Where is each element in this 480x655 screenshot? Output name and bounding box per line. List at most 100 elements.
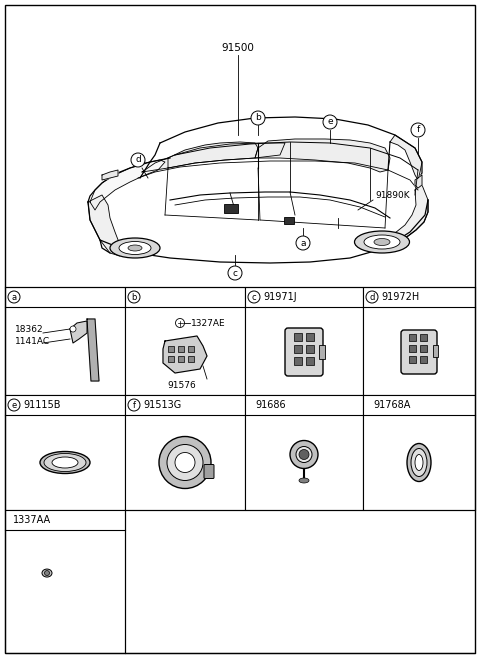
Polygon shape xyxy=(163,336,207,373)
Circle shape xyxy=(70,326,76,332)
Ellipse shape xyxy=(52,457,78,468)
Bar xyxy=(409,334,416,341)
Bar xyxy=(306,333,314,341)
Polygon shape xyxy=(88,195,120,256)
Ellipse shape xyxy=(411,449,427,476)
Bar xyxy=(125,287,245,395)
Bar xyxy=(245,395,363,510)
Text: e: e xyxy=(12,400,17,409)
Text: c: c xyxy=(252,293,256,301)
Text: 91890K: 91890K xyxy=(375,191,409,200)
Text: 91971J: 91971J xyxy=(263,292,297,302)
Bar xyxy=(168,356,174,362)
Text: e: e xyxy=(327,117,333,126)
FancyBboxPatch shape xyxy=(285,328,323,376)
Bar xyxy=(188,346,194,352)
Polygon shape xyxy=(168,142,258,168)
Bar xyxy=(5,510,125,653)
Polygon shape xyxy=(87,319,99,381)
Circle shape xyxy=(299,449,309,460)
Circle shape xyxy=(296,236,310,250)
Polygon shape xyxy=(390,135,422,180)
Ellipse shape xyxy=(415,455,423,470)
Text: 91500: 91500 xyxy=(222,43,254,53)
Circle shape xyxy=(128,399,140,411)
Ellipse shape xyxy=(128,245,142,251)
Polygon shape xyxy=(88,130,428,263)
Bar xyxy=(245,287,363,395)
Ellipse shape xyxy=(175,453,195,472)
Bar xyxy=(363,287,475,395)
Polygon shape xyxy=(142,143,285,172)
Bar xyxy=(409,356,416,363)
Bar xyxy=(188,356,194,362)
Text: f: f xyxy=(416,126,420,134)
Circle shape xyxy=(323,115,337,129)
Circle shape xyxy=(8,291,20,303)
Text: 91115B: 91115B xyxy=(23,400,60,410)
Ellipse shape xyxy=(167,445,203,481)
Ellipse shape xyxy=(159,436,211,489)
Ellipse shape xyxy=(364,235,400,249)
Bar xyxy=(125,395,245,510)
Ellipse shape xyxy=(40,451,90,474)
Text: 91768A: 91768A xyxy=(373,400,410,410)
Bar xyxy=(420,345,427,352)
Polygon shape xyxy=(90,160,165,210)
Text: b: b xyxy=(255,113,261,122)
Bar xyxy=(284,217,294,224)
Bar xyxy=(224,204,238,213)
Bar xyxy=(420,356,427,363)
Ellipse shape xyxy=(110,238,160,258)
Polygon shape xyxy=(70,321,87,343)
Bar xyxy=(178,346,184,352)
Ellipse shape xyxy=(44,453,86,472)
Text: b: b xyxy=(132,293,137,301)
Ellipse shape xyxy=(119,242,151,255)
Circle shape xyxy=(131,153,145,167)
Circle shape xyxy=(8,399,20,411)
Bar xyxy=(168,346,174,352)
Polygon shape xyxy=(385,185,428,248)
FancyBboxPatch shape xyxy=(401,330,437,374)
Text: 91576: 91576 xyxy=(167,381,196,390)
Text: d: d xyxy=(135,155,141,164)
Ellipse shape xyxy=(296,447,312,462)
Text: 91686: 91686 xyxy=(255,400,286,410)
Ellipse shape xyxy=(290,441,318,468)
Bar xyxy=(294,345,302,353)
Text: 1337AA: 1337AA xyxy=(13,515,51,525)
Bar xyxy=(420,334,427,341)
Ellipse shape xyxy=(374,238,390,246)
Bar xyxy=(178,356,184,362)
Bar xyxy=(5,395,125,510)
Circle shape xyxy=(228,266,242,280)
Circle shape xyxy=(411,123,425,137)
Text: f: f xyxy=(132,400,135,409)
Text: a: a xyxy=(12,293,17,301)
Bar xyxy=(294,333,302,341)
Circle shape xyxy=(366,291,378,303)
Circle shape xyxy=(128,291,140,303)
Bar xyxy=(294,357,302,365)
Text: 91513G: 91513G xyxy=(143,400,181,410)
Polygon shape xyxy=(415,175,422,188)
Bar xyxy=(319,345,325,359)
Text: 18362: 18362 xyxy=(15,324,44,333)
Bar xyxy=(433,345,438,357)
Ellipse shape xyxy=(407,443,431,481)
Ellipse shape xyxy=(355,231,409,253)
Circle shape xyxy=(176,318,184,328)
Polygon shape xyxy=(255,139,390,172)
Text: 91972H: 91972H xyxy=(381,292,419,302)
Bar xyxy=(5,287,125,395)
Text: 1141AC: 1141AC xyxy=(15,337,50,345)
Text: 1327AE: 1327AE xyxy=(191,318,226,328)
Bar xyxy=(306,357,314,365)
Ellipse shape xyxy=(299,478,309,483)
Circle shape xyxy=(248,291,260,303)
Text: c: c xyxy=(232,269,238,278)
FancyBboxPatch shape xyxy=(204,464,214,479)
Polygon shape xyxy=(102,170,118,180)
Circle shape xyxy=(45,571,49,576)
